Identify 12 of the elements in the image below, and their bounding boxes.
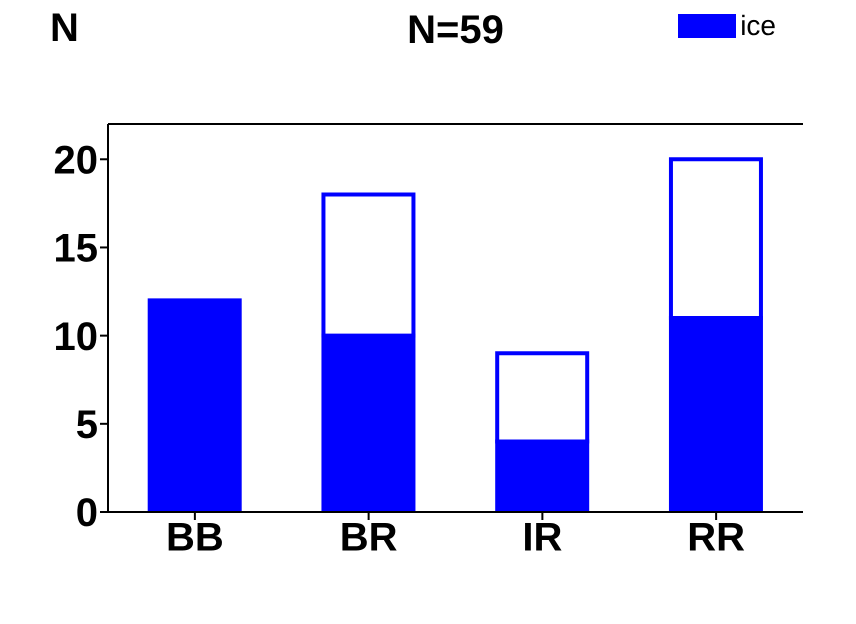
y-axis-title: N bbox=[50, 6, 79, 51]
y-tick-label: 10 bbox=[54, 314, 98, 359]
y-tick-label: 0 bbox=[76, 491, 98, 536]
x-tick-label: BR bbox=[340, 515, 398, 560]
y-tick-label: 20 bbox=[54, 138, 98, 182]
x-tick-label: RR bbox=[687, 515, 746, 560]
legend-label: ice bbox=[740, 10, 776, 42]
y-tick-label: 5 bbox=[76, 403, 98, 448]
y-tick-label: 15 bbox=[54, 226, 98, 271]
x-tick-label: BB bbox=[166, 515, 224, 560]
x-tick-label: IR bbox=[522, 515, 562, 560]
chart-title: N=59 bbox=[407, 8, 504, 52]
